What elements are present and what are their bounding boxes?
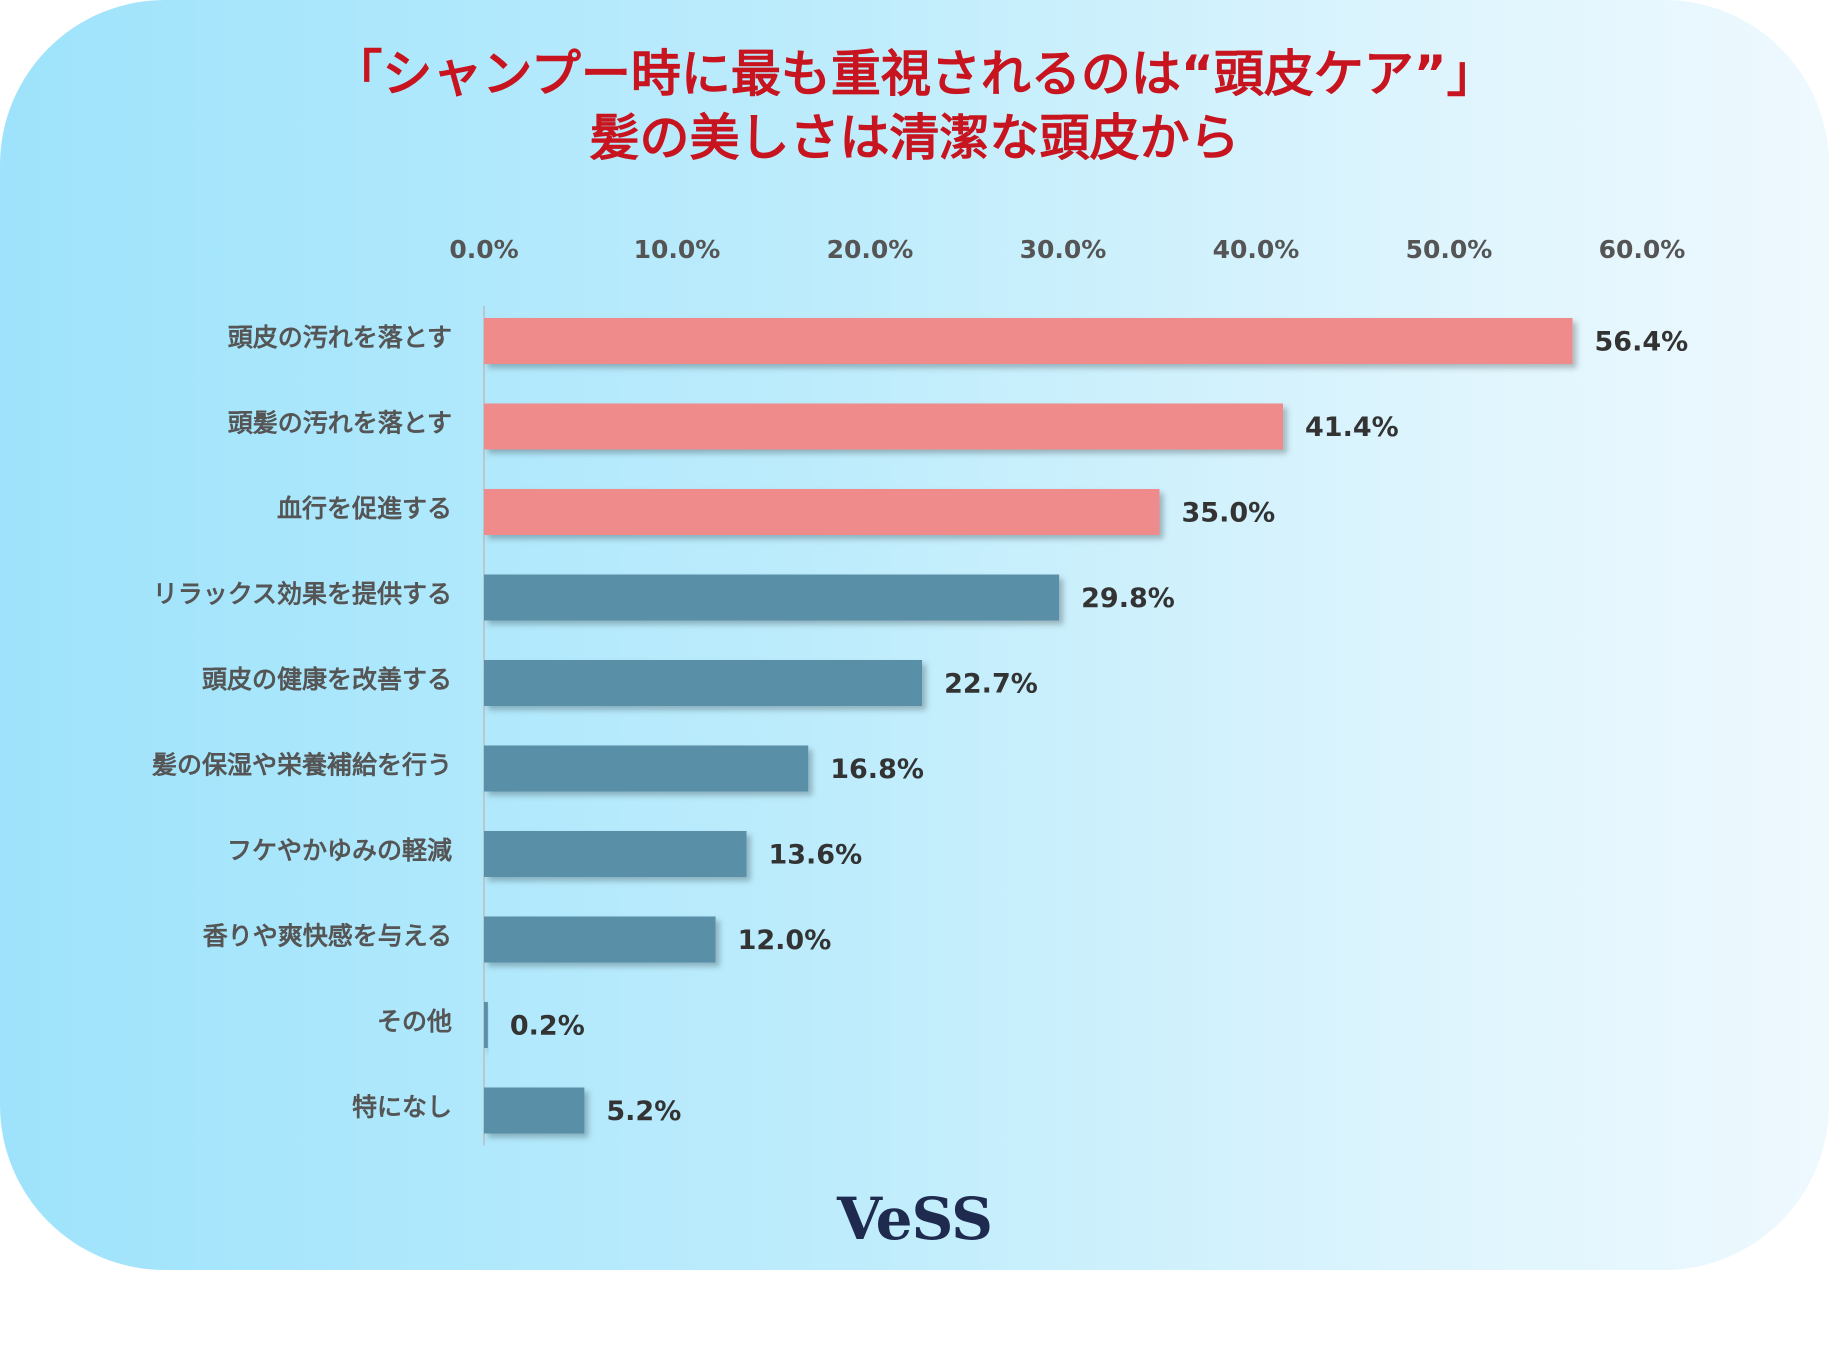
- data-label: 13.6%: [768, 840, 862, 871]
- category-label: 頭皮の健康を改善する: [202, 665, 452, 694]
- category-label: 血行を促進する: [277, 494, 452, 523]
- category-label: その他: [377, 1007, 452, 1036]
- data-label: 5.2%: [606, 1096, 681, 1127]
- bar-chart: 0.0% 10.0% 20.0% 30.0% 40.0% 50.0% 60.0% 頭皮の汚れを…: [151, 235, 1689, 1146]
- data-label: 12.0%: [738, 925, 832, 956]
- bar: [484, 1002, 488, 1048]
- bar: [484, 574, 1060, 621]
- category-label: フケやかゆみの軽減: [227, 836, 452, 865]
- chart-title: 「シャンプー時に最も重視されるのは“頭皮ケア”」 髪の美しさは清潔な頭皮から: [0, 42, 1829, 170]
- data-label: 29.8%: [1081, 583, 1175, 614]
- category-label: 髪の保湿や栄養補給を行う: [151, 751, 452, 780]
- bar: [484, 318, 1573, 364]
- title-line-2: 髪の美しさは清潔な頭皮から: [589, 109, 1240, 167]
- category-label: リラックス効果を提供する: [153, 580, 452, 609]
- chart-panel: 「シャンプー時に最も重視されるのは“頭皮ケア”」 髪の美しさは清潔な頭皮から 0…: [0, 0, 1829, 1270]
- vess-logo: VeSS: [836, 1185, 993, 1253]
- title-line-1: 「シャンプー時に最も重視されるのは“頭皮ケア”」: [332, 45, 1497, 103]
- data-label: 56.4%: [1595, 327, 1689, 358]
- category-label: 特になし: [352, 1093, 452, 1122]
- x-tick-label: 0.0%: [449, 235, 518, 264]
- x-tick-label: 30.0%: [1020, 235, 1107, 264]
- data-label: 41.4%: [1305, 412, 1399, 443]
- data-label: 0.2%: [510, 1011, 585, 1042]
- x-tick-label: 40.0%: [1213, 235, 1300, 264]
- category-label: 香りや爽快感を与える: [203, 922, 452, 951]
- bar: [484, 916, 716, 963]
- data-label: 16.8%: [830, 754, 924, 785]
- bar: [484, 660, 923, 706]
- category-label: 頭皮の汚れを落とす: [228, 323, 452, 352]
- data-label: 35.0%: [1182, 498, 1276, 529]
- x-tick-label: 20.0%: [827, 235, 914, 264]
- x-tick-label: 50.0%: [1406, 235, 1493, 264]
- data-label: 22.7%: [944, 669, 1038, 700]
- category-label: 頭髪の汚れを落とす: [228, 409, 452, 438]
- bar: [484, 489, 1160, 535]
- bar: [484, 1087, 585, 1134]
- bar: [484, 831, 747, 877]
- x-tick-label: 60.0%: [1599, 235, 1686, 264]
- bar: [484, 403, 1284, 450]
- bar: [484, 745, 809, 792]
- x-tick-label: 10.0%: [634, 235, 721, 264]
